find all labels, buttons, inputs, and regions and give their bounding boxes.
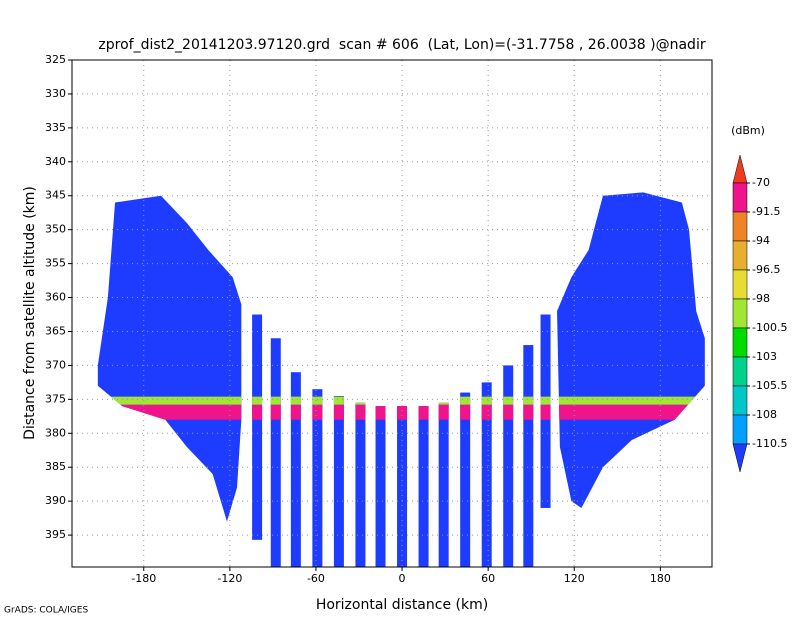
fan — [97, 195, 242, 522]
x-tick-label: 60 — [481, 572, 495, 585]
colorbar-label: -98 — [752, 292, 770, 305]
colorbar-segment — [732, 269, 748, 300]
y-tick-label: 350 — [45, 223, 66, 236]
colorbar-label: -100.5 — [752, 321, 787, 334]
fan — [557, 192, 705, 508]
beam — [523, 345, 534, 567]
y-tick-label: 325 — [45, 53, 66, 66]
colorbar-segment — [732, 182, 748, 213]
colorbar-segment — [732, 240, 748, 271]
x-tick-label: 120 — [564, 572, 585, 585]
bright-band — [97, 396, 705, 405]
y-tick-label: 340 — [45, 155, 66, 168]
y-tick-label: 330 — [45, 87, 66, 100]
colorbar-segment — [732, 298, 748, 329]
beam — [312, 389, 323, 567]
y-tick-label: 335 — [45, 121, 66, 134]
y-tick-label: 360 — [45, 291, 66, 304]
y-tick-label: 370 — [45, 358, 66, 371]
x-tick-label: -180 — [131, 572, 156, 585]
colorbar-segment — [732, 327, 748, 358]
y-axis-label: Distance from satellite altitude (km) — [22, 186, 38, 440]
beam — [418, 406, 429, 567]
beam — [252, 314, 263, 540]
chart-title: zprof_dist2_20141203.97120.grd scan # 60… — [98, 37, 705, 53]
colorbar-segment — [732, 356, 748, 387]
colorbar-label: -91.5 — [752, 205, 780, 218]
x-tick-label: 0 — [399, 572, 406, 585]
beam — [355, 402, 366, 567]
colorbar-label: -96.5 — [752, 263, 780, 276]
y-tick-label: 345 — [45, 189, 66, 202]
colorbar-segment — [732, 414, 748, 445]
beam — [270, 338, 281, 567]
plot-frame — [71, 59, 713, 568]
colorbar-tip — [732, 154, 748, 184]
y-tick-label: 365 — [45, 324, 66, 337]
colorbar-label: -105.5 — [752, 379, 787, 392]
beam — [503, 365, 514, 567]
y-tick-label: 385 — [45, 460, 66, 473]
y-tick-label: 395 — [45, 528, 66, 541]
colorbar-label: -108 — [752, 408, 777, 421]
beam — [460, 392, 471, 567]
colorbar-label: -70 — [752, 176, 770, 189]
beam — [375, 406, 386, 567]
x-tick-label: -120 — [217, 572, 242, 585]
colorbar-segment — [732, 211, 748, 242]
beam — [333, 395, 344, 567]
y-tick-label: 390 — [45, 494, 66, 507]
bright-band — [97, 404, 705, 420]
x-tick-label: -60 — [307, 572, 325, 585]
colorbar-unit: (dBm) — [731, 124, 765, 137]
x-tick-label: 180 — [650, 572, 671, 585]
x-axis-label: Horizontal distance (km) — [316, 597, 488, 613]
colorbar-label: -110.5 — [752, 437, 787, 450]
field — [97, 192, 705, 567]
beam — [438, 402, 449, 567]
colorbar-segment — [732, 385, 748, 416]
colorbar-tip — [732, 443, 748, 473]
beam — [290, 372, 301, 567]
credit: GrADS: COLA/IGES — [4, 606, 88, 616]
colorbar-label: -94 — [752, 234, 770, 247]
beam — [397, 406, 408, 567]
y-tick-label: 375 — [45, 392, 66, 405]
y-tick-label: 355 — [45, 257, 66, 270]
y-tick-label: 380 — [45, 426, 66, 439]
beam — [481, 382, 492, 567]
colorbar-label: -103 — [752, 350, 777, 363]
